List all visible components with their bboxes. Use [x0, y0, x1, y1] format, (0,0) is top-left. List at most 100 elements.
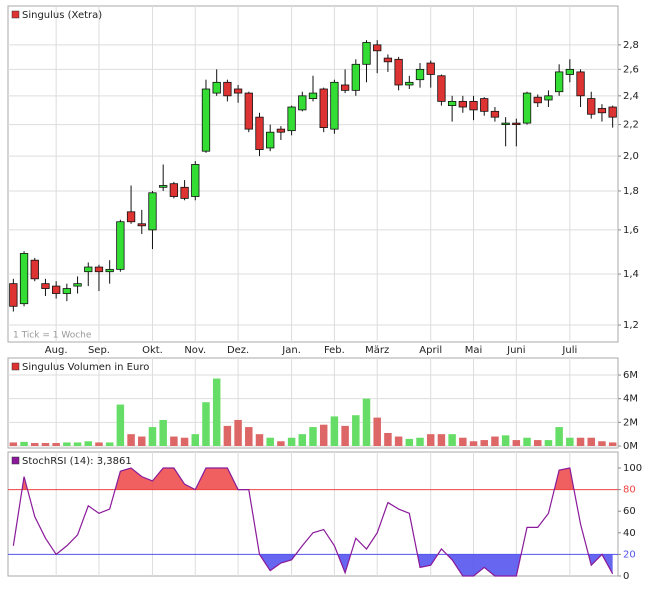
volume-bar — [191, 434, 200, 446]
stochrsi-line — [12, 467, 614, 577]
volume-bar — [330, 416, 339, 446]
candle-body — [169, 183, 179, 197]
candle-body — [319, 88, 328, 129]
y-tick-label: 60 — [623, 506, 636, 517]
panel-title: Singulus (Xetra) — [22, 10, 102, 21]
candle-body — [308, 92, 318, 99]
volume-bar — [598, 441, 606, 446]
volume-bar — [20, 441, 28, 446]
candle-body — [437, 75, 446, 102]
y-tick-label: 80 — [623, 485, 636, 496]
volume-bar — [31, 443, 39, 446]
volume-bar — [469, 441, 478, 446]
volume-bar — [437, 434, 446, 446]
candle-body — [255, 116, 264, 150]
y-tick-label: 2,6 — [623, 64, 639, 75]
candle-body — [233, 88, 243, 94]
volume-bar — [480, 440, 488, 446]
candle-body — [287, 106, 296, 132]
x-tick-label: Aug. — [45, 345, 68, 356]
candle-body — [480, 98, 489, 112]
y-tick-label: 6M — [623, 370, 638, 381]
y-tick-label: 1,8 — [623, 186, 639, 197]
candle-body — [137, 223, 146, 227]
candle-body — [426, 62, 435, 75]
candle-body — [576, 71, 585, 97]
volume-bar — [41, 443, 50, 446]
volume-bar — [587, 437, 595, 446]
volume-bar — [63, 442, 71, 446]
volume-bar — [202, 402, 210, 446]
candle-body — [116, 221, 125, 270]
panel-frame — [7, 5, 619, 343]
candle-body — [415, 68, 425, 81]
volume-bar — [544, 440, 553, 446]
volume-bar — [266, 437, 274, 446]
candle-body — [19, 253, 29, 305]
y-tick-label: 1,6 — [623, 225, 639, 236]
candle-body — [223, 81, 232, 97]
candle-body — [394, 58, 403, 86]
volume-bar — [309, 427, 317, 446]
candle-body — [383, 57, 393, 63]
candle-body — [41, 283, 50, 289]
volume-bar — [459, 437, 467, 446]
volume-bar — [245, 427, 253, 446]
volume-bar — [384, 432, 392, 446]
oversold-fill — [13, 554, 613, 576]
candle-body — [201, 88, 211, 152]
volume-bar — [341, 425, 349, 446]
y-tick-label: 0M — [623, 441, 638, 452]
y-tick-label: 20 — [623, 549, 636, 560]
volume-bar — [52, 443, 60, 446]
volume-bar — [170, 436, 178, 446]
candle-body — [522, 92, 532, 124]
candle-body — [405, 81, 414, 86]
volume-bar — [287, 437, 296, 446]
candle-body — [52, 285, 61, 294]
candle-body — [62, 288, 72, 294]
y-tick-label: 2,0 — [623, 151, 639, 162]
panel-frame — [7, 451, 619, 577]
volume-bar — [127, 434, 135, 446]
candle-body — [469, 100, 478, 111]
candle-body — [351, 63, 360, 91]
volume-bar — [223, 425, 232, 446]
volume-bar — [180, 437, 189, 446]
volume-bar — [533, 440, 542, 446]
x-tick-label: Jan. — [281, 345, 301, 356]
y-tick-label: 2,8 — [623, 40, 639, 51]
y-tick-label: 1,2 — [623, 320, 639, 331]
candle-body — [73, 283, 82, 287]
candle-body — [266, 131, 275, 149]
volume-bar — [9, 442, 18, 446]
candle-body — [276, 128, 286, 133]
volume-bar — [426, 434, 435, 446]
candle-body — [362, 42, 371, 65]
volume-bar — [277, 441, 285, 446]
y-tick-label: 2,2 — [623, 120, 639, 131]
volume-bar — [255, 434, 264, 446]
title-swatch — [11, 362, 20, 371]
candle-body — [84, 266, 93, 273]
annotation: 1 Tick = 1 Woche — [13, 331, 92, 341]
candle-body — [597, 108, 607, 114]
volume-bar — [501, 435, 510, 446]
volume-bar — [159, 419, 167, 446]
candle-body — [565, 68, 574, 75]
volume-bar — [362, 398, 371, 446]
candle-body — [554, 71, 564, 93]
volume-bar — [394, 436, 403, 446]
title-swatch — [11, 456, 20, 465]
y-tick-label: 100 — [623, 463, 642, 474]
x-tick-label: Sep. — [88, 345, 110, 356]
volume-bar — [138, 436, 146, 446]
candle-body — [544, 95, 553, 101]
volume-bar — [448, 434, 456, 446]
volume-bar — [566, 437, 574, 446]
x-tick-label: März — [365, 345, 389, 356]
candle-body — [212, 81, 221, 94]
candle-body — [490, 110, 500, 118]
candle-body — [608, 106, 617, 118]
candle-body — [340, 84, 350, 91]
